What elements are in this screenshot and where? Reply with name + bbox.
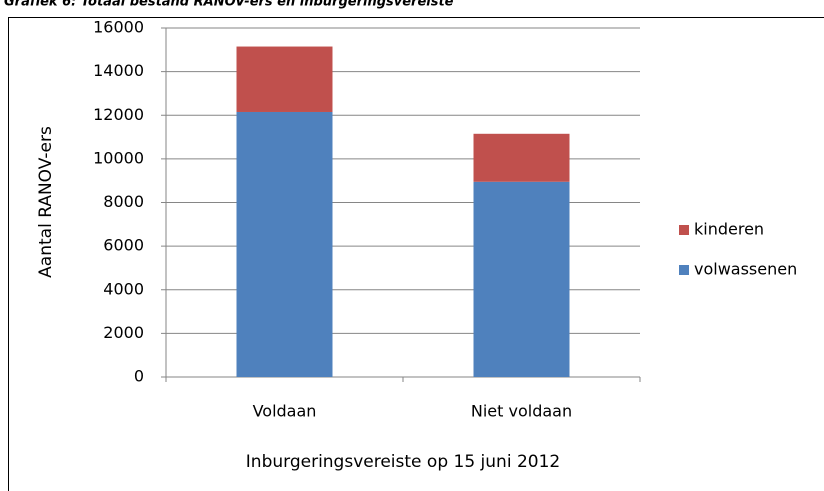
y-tick-label: 2000	[103, 323, 144, 342]
chart-title: Grafiek 6: Totaal bestand RANOV-ers en i…	[4, 0, 454, 10]
x-axis-label: Inburgeringsvereiste op 15 juni 2012	[246, 452, 560, 472]
y-axis-label: Aantal RANOV-ers	[36, 126, 56, 278]
x-tick-label: Niet voldaan	[471, 402, 572, 421]
bar-segment	[236, 111, 333, 378]
y-tick-label: 16000	[93, 18, 144, 37]
y-tick-label: 10000	[93, 148, 144, 167]
y-tick-label: 4000	[103, 279, 144, 298]
legend-label: volwassenen	[694, 260, 797, 279]
bar-segment	[473, 181, 570, 377]
y-tick-label: 14000	[93, 61, 144, 80]
legend-label: kinderen	[694, 220, 764, 239]
y-tick-label: 8000	[103, 192, 144, 211]
y-tick-label: 12000	[93, 105, 144, 124]
bar-segment	[236, 46, 333, 112]
bar-segment	[473, 133, 570, 182]
x-tick-label: Voldaan	[253, 402, 317, 421]
y-tick-label: 0	[134, 367, 144, 386]
y-tick-label: 6000	[103, 236, 144, 255]
legend-swatch	[679, 225, 689, 235]
legend-swatch	[679, 265, 689, 275]
